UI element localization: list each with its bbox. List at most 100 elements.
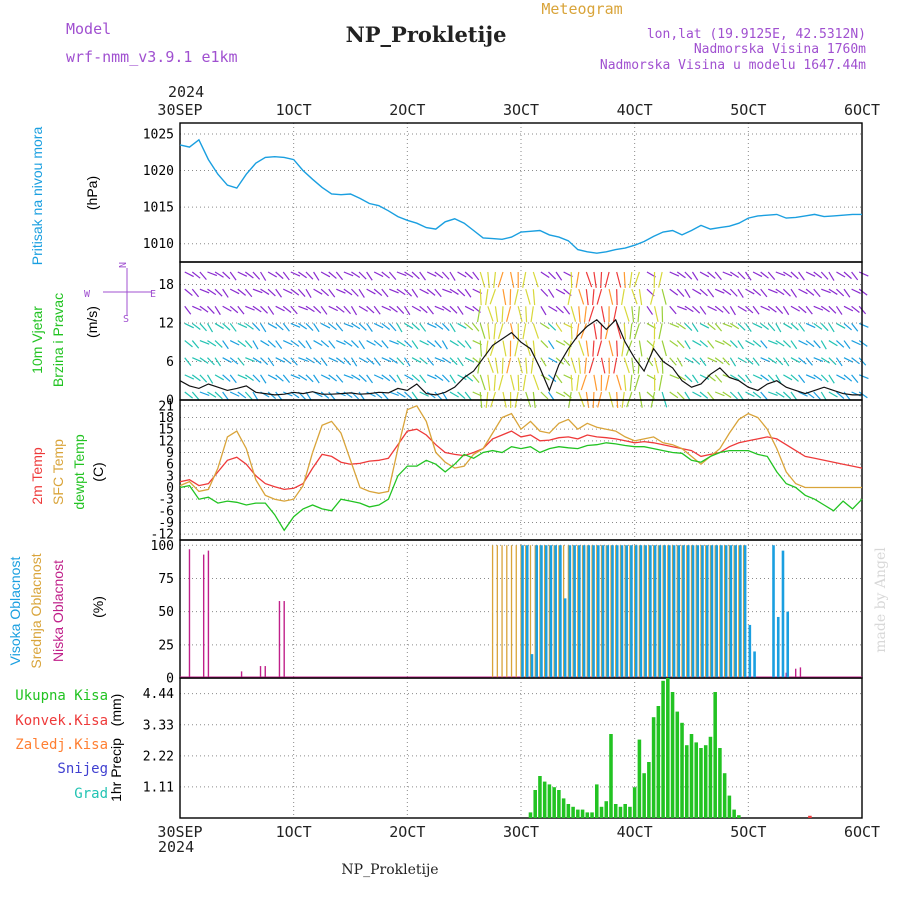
pressure-y-tick-label: 1020 [143,164,174,179]
wind-barb [229,391,240,397]
wind-barb [298,374,308,381]
pressure-panel: 1010 1015 1020 1025 [143,122,863,263]
wind-barb [532,374,540,391]
wind-barb [730,271,740,279]
precip-bar [576,809,580,818]
wind-barb [752,322,763,329]
wind-barb [699,374,710,380]
x-tick-label-top: 5OCT [730,101,766,119]
wind-barb [835,305,843,315]
wind-barb [290,322,301,328]
wind-barb [464,340,472,349]
wind-barb [411,374,421,382]
wind-barb [449,374,456,384]
wind-y-tick-label: 0 [166,394,174,409]
wind-barb [798,340,808,346]
wind-barb [555,357,565,365]
wind-barb [404,271,414,278]
wind-barb [313,374,320,384]
wind-barb [267,374,278,381]
wind-axis-line2: Brzina i Pravac [50,293,66,387]
wind-barb [585,340,590,357]
wind-barb [509,323,515,340]
precip-bar [595,784,599,818]
wind-barb [237,340,247,348]
wind-barb [843,340,851,349]
wind-barb [449,288,459,295]
wind-barb [836,391,845,400]
wind-barb [260,323,267,333]
wind-barb [783,374,793,381]
precip-bar [708,736,713,818]
wind-barb [658,374,663,391]
precip-axis-unit: (mm) [108,694,124,727]
wind-barb [836,288,845,297]
wind-barb [328,391,336,401]
wind-barb [820,271,829,280]
pressure-y-tick-label: 1015 [143,201,174,216]
wind-barb [836,374,846,381]
temp-axis-unit: (C) [90,462,106,481]
wind-barb [843,305,854,312]
wind-barb [798,391,808,397]
wind-barb [737,288,744,298]
precip-bar [552,787,556,818]
wind-barb [593,374,598,391]
wind-barb [851,340,861,346]
wind-barb [851,305,860,313]
wind-barb [677,305,687,311]
wind-barb [191,340,200,349]
wind-barb [828,323,835,333]
wind-barb [497,271,504,288]
credit-watermark: made by Angel [873,547,889,653]
precip-bar [542,781,547,818]
wind-barb [313,305,322,314]
temp-y-tick-label: 6 [166,458,174,473]
wind-barb [621,340,625,357]
wind-barb [760,271,769,279]
wind-barb [813,374,823,382]
wind-barb [540,374,550,381]
precip-bar [618,806,623,818]
wind-barb [752,374,763,380]
wind-barb [199,305,209,313]
wind-barb [396,340,406,347]
wind-barb [604,271,610,288]
wind-barb [699,322,710,329]
wind-barb [373,288,383,297]
wind-barb [752,271,763,278]
wind-barb [805,322,816,329]
cloud-y-tick-label: 25 [158,638,174,653]
wind-barb [691,374,699,384]
cloud-panel: 0 25 50 75 100 [151,539,863,687]
wind-barb [404,391,413,400]
wind-barb [730,322,740,330]
x-tick-labels-top: 30SEP 1OCT 2OCT 3OCT 4OCT 5OCT 6OCT [157,101,880,119]
wind-barb [653,357,659,374]
wind-barb [548,305,558,312]
wind-barb [547,391,555,401]
temp-dew-label: dewpt Temp [71,434,87,509]
wind-barb [783,322,793,330]
wind-barb [489,288,496,305]
wind-barb [214,391,223,400]
wind-barb [699,271,710,278]
wind-barb [851,323,859,332]
wind-barb [737,305,747,312]
wind-barb [540,357,547,367]
wind-barb [600,323,603,340]
wind-barb [199,271,207,280]
wind-barb [290,340,300,347]
wind-barb [858,322,869,328]
wind-barb [434,391,442,400]
wind-barb [388,357,398,364]
wind-barb [207,357,215,366]
wind-barb [783,271,793,278]
wind-barb [229,288,240,295]
wind-barb [464,391,472,401]
wind-axis-line1: 10m Vjetar [29,306,45,374]
wind-barb [676,288,685,297]
wind-barb [501,357,504,374]
